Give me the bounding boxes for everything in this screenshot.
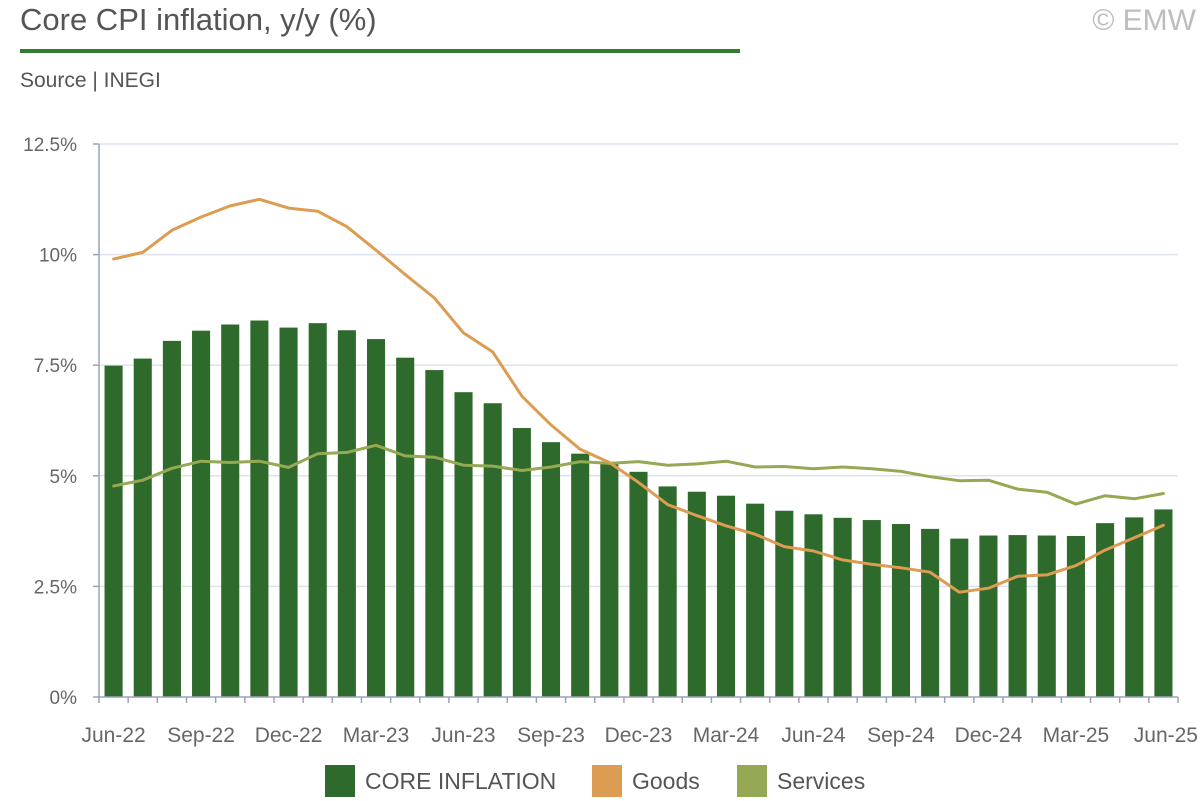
bar-core-inflation	[221, 324, 240, 697]
legend-swatch-core	[325, 765, 355, 797]
line-services	[112, 443, 1165, 506]
chart-title: Core CPI inflation, y/y (%)	[20, 2, 377, 37]
y-tick-label: 0%	[50, 688, 78, 709]
x-tick-label: Jun-22	[81, 724, 145, 747]
bar-core-inflation	[541, 442, 561, 697]
x-tick-label: Jun-23	[431, 724, 495, 747]
bar-core-inflation	[1154, 509, 1173, 697]
bar-core-inflation	[1037, 535, 1056, 697]
bar-core-inflation	[250, 320, 269, 697]
bar-core-inflation	[862, 520, 881, 697]
bar-core-inflation	[308, 323, 327, 697]
y-tick-label: 7.5%	[34, 356, 77, 377]
bar-core-inflation	[512, 428, 531, 697]
bar-core-inflation	[716, 495, 736, 697]
bar-core-inflation	[162, 340, 181, 697]
bar-core-inflation	[1096, 523, 1115, 697]
legend-item-core: CORE INFLATION	[325, 765, 556, 797]
bar-core-inflation	[775, 510, 794, 697]
legend-swatch-services	[737, 765, 767, 797]
x-tick-label: Sep-23	[517, 724, 585, 747]
bar-core-inflation	[950, 538, 969, 697]
bar-core-inflation	[483, 403, 502, 697]
source-label: Source | INEGI	[20, 69, 161, 92]
bar-core-inflation	[600, 462, 619, 697]
y-tick-label: 10%	[39, 246, 77, 267]
y-tick-label: 2.5%	[34, 577, 77, 598]
x-tick-label: Dec-23	[605, 724, 673, 747]
x-tick-label: Mar-24	[693, 724, 760, 747]
bar-core-inflation	[337, 330, 356, 697]
x-tick-label: Mar-23	[343, 724, 410, 747]
bar-core-inflation	[1008, 535, 1027, 697]
bar-core-inflation	[571, 453, 590, 697]
bar-core-inflation	[746, 503, 765, 697]
line-goods	[112, 197, 1165, 594]
y-tick-label: 5%	[50, 467, 78, 488]
bar-core-inflation	[425, 370, 444, 697]
bar-core-inflation	[1125, 517, 1144, 697]
title-underline	[20, 49, 740, 53]
bar-core-inflation	[833, 517, 852, 697]
bar-core-inflation	[1066, 535, 1085, 697]
x-tick-label: Dec-22	[255, 724, 323, 747]
x-tick-label: Dec-24	[955, 724, 1023, 747]
legend-label-services: Services	[777, 767, 866, 794]
x-tick-label: Jun-25	[1134, 724, 1198, 747]
bar-core-inflation	[979, 535, 998, 697]
legend-item-goods: Goods	[592, 765, 700, 797]
bar-core-inflation	[687, 491, 706, 697]
bar-core-inflation	[658, 486, 677, 697]
bar-core-inflation	[396, 357, 415, 697]
bar-core-inflation	[133, 358, 152, 697]
x-tick-label: Sep-22	[167, 724, 235, 747]
bar-core-inflation	[891, 524, 910, 697]
copyright-label: © EMW	[1092, 4, 1196, 37]
x-tick-label: Sep-24	[867, 724, 935, 747]
x-tick-label: Jun-24	[781, 724, 846, 747]
legend-swatch-goods	[592, 765, 622, 797]
bar-core-inflation	[279, 327, 298, 697]
legend-item-services: Services	[737, 765, 865, 797]
bar-core-inflation	[629, 471, 648, 697]
bar-core-inflation	[367, 339, 386, 697]
bar-core-inflation	[921, 528, 940, 697]
legend-label-goods: Goods	[632, 767, 700, 794]
legend: CORE INFLATION Goods Services	[0, 765, 1200, 801]
x-tick-label: Mar-25	[1043, 724, 1110, 747]
bar-core-inflation	[104, 365, 123, 697]
bar-core-inflation	[192, 330, 211, 697]
legend-label-core: CORE INFLATION	[365, 767, 557, 794]
bar-core-inflation	[454, 392, 473, 697]
bar-core-inflation	[804, 514, 823, 697]
y-tick-label: 12.5%	[23, 135, 77, 156]
